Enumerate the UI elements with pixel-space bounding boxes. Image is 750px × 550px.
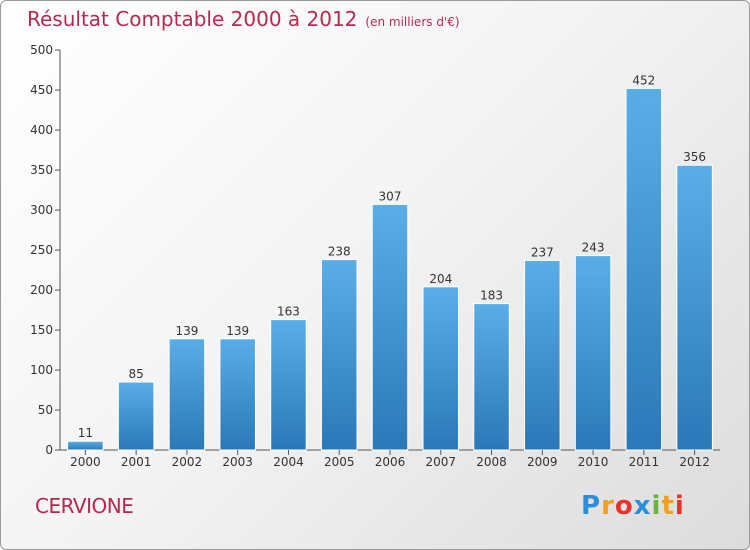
bar-value-label: 356 <box>683 150 706 164</box>
bar-value-label: 183 <box>480 289 503 303</box>
bar-value-label: 238 <box>328 245 351 259</box>
x-tick-label: 2004 <box>273 455 304 469</box>
bar <box>473 303 510 451</box>
bar <box>67 440 104 451</box>
y-tick-label: 0 <box>45 443 53 457</box>
bar <box>524 259 561 451</box>
y-tick-label: 350 <box>30 163 53 177</box>
y-tick-label: 150 <box>30 323 53 337</box>
y-tick-label: 100 <box>30 363 53 377</box>
y-tick-label: 500 <box>30 43 53 57</box>
bar-value-label: 307 <box>379 189 402 203</box>
chart-subtitle: (en milliers d'€) <box>365 15 460 29</box>
y-tick-label: 50 <box>38 403 53 417</box>
logo-letter: x <box>633 491 652 521</box>
commune-name: CERVIONE <box>35 494 134 518</box>
bar-value-label: 11 <box>78 426 93 440</box>
logo-letter: o <box>614 491 634 521</box>
logo-letter: P <box>581 491 602 521</box>
bar <box>422 286 460 451</box>
bar-value-label: 452 <box>632 73 655 87</box>
x-tick-label: 2000 <box>70 455 101 469</box>
y-tick-label: 200 <box>30 283 53 297</box>
y-tick-label: 300 <box>30 203 53 217</box>
bar-value-label: 139 <box>175 324 198 338</box>
bar <box>168 338 206 451</box>
y-tick-label: 250 <box>30 243 53 257</box>
x-tick-label: 2002 <box>172 455 203 469</box>
x-tick-label: 2008 <box>476 455 507 469</box>
bar-value-label: 85 <box>129 367 144 381</box>
x-tick-label: 2006 <box>375 455 406 469</box>
bar <box>117 381 155 451</box>
x-tick-label: 2011 <box>629 455 660 469</box>
x-tick-label: 2005 <box>324 455 355 469</box>
x-tick-label: 2003 <box>222 455 253 469</box>
bar <box>625 87 663 451</box>
bar-value-label: 237 <box>531 245 554 259</box>
bar <box>676 164 713 451</box>
x-tick-label: 2007 <box>425 455 456 469</box>
logo-letter: i <box>651 491 662 521</box>
x-tick-label: 2001 <box>121 455 152 469</box>
bar <box>371 203 409 451</box>
x-tick-label: 2012 <box>679 455 710 469</box>
logo-letter: r <box>601 491 615 521</box>
x-tick-label: 2010 <box>578 455 609 469</box>
bar <box>320 259 358 451</box>
proxiti-logo: Proxiti <box>581 491 685 521</box>
chart-title: Résultat Comptable 2000 à 2012 (en millie… <box>27 7 460 31</box>
bar <box>219 338 256 451</box>
y-tick-label: 450 <box>30 83 53 97</box>
bar-value-label: 139 <box>226 324 249 338</box>
bar-value-label: 243 <box>582 241 605 255</box>
bar <box>574 255 612 451</box>
logo-letter: t <box>661 491 675 521</box>
logo-letter: i <box>674 491 685 521</box>
y-tick-label: 400 <box>30 123 53 137</box>
bar <box>270 319 307 451</box>
bar-value-label: 204 <box>429 272 452 286</box>
x-tick-label: 2009 <box>527 455 558 469</box>
bar-value-label: 163 <box>277 305 300 319</box>
